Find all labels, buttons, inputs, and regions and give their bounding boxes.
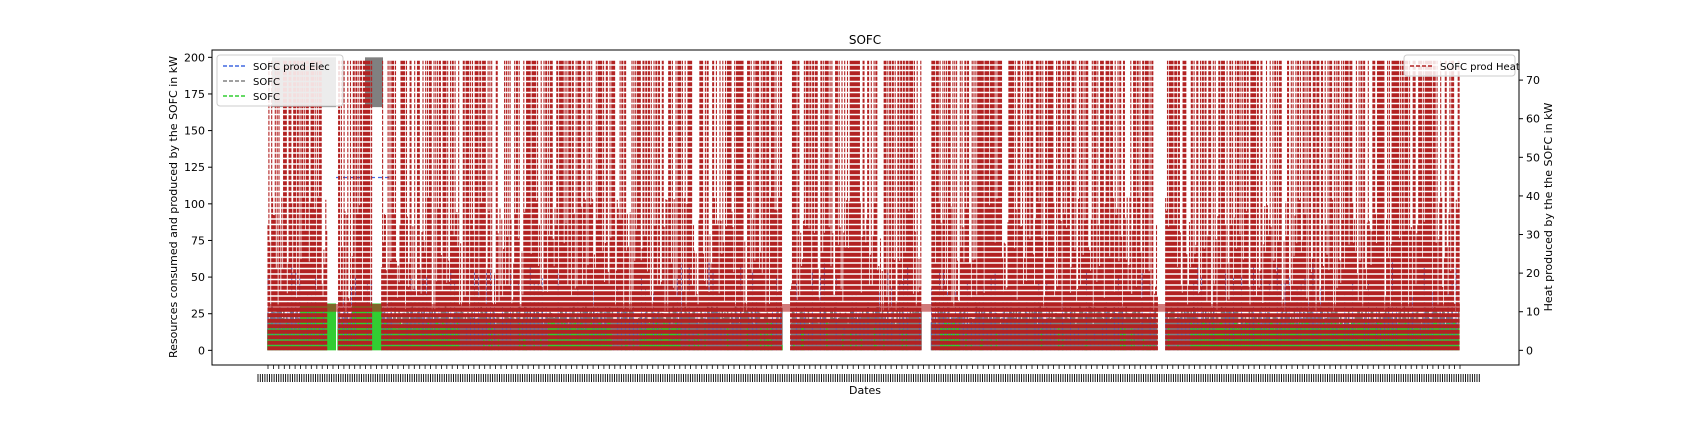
legend-label: SOFC <box>253 77 280 88</box>
series-line-red <box>267 60 1460 351</box>
y2-tick-label: 30 <box>1526 229 1540 242</box>
legend-label: SOFC <box>253 92 280 103</box>
y2-tick-label: 70 <box>1526 74 1540 87</box>
y-tick-label: 125 <box>184 161 205 174</box>
y-tick-label: 0 <box>198 344 205 357</box>
y2-axis-label: Heat produced by the the SOFC in kW <box>1542 102 1555 311</box>
y-axis-label: Resources consumed and produced by the S… <box>167 56 180 358</box>
y2-tick-label: 50 <box>1526 151 1540 164</box>
legend-right-box <box>1403 54 1516 77</box>
y-tick-label: 150 <box>184 125 205 138</box>
x-tick-labels-overlap <box>257 374 1480 382</box>
plot-frame <box>211 49 1520 366</box>
legend-label: SOFC prod Heat <box>1440 62 1520 73</box>
y-tick-label: 25 <box>191 308 205 321</box>
x-tick-marks <box>267 365 1461 369</box>
legend-right: SOFC prod Heat <box>1403 54 1520 77</box>
y2-tick-label: 40 <box>1526 190 1540 203</box>
y2-tick-label: 60 <box>1526 113 1540 126</box>
y-tick-label: 200 <box>184 51 205 64</box>
series-base-red <box>268 304 1460 312</box>
x-axis-label: Dates <box>849 384 881 397</box>
y-tick-label: 50 <box>191 271 205 284</box>
y2-tick-label: 0 <box>1526 344 1533 357</box>
y-tick-label: 100 <box>184 198 205 211</box>
y-tick-label: 75 <box>191 234 205 247</box>
y2-tick-label: 10 <box>1526 306 1540 319</box>
chart-title: SOFC <box>849 33 881 47</box>
legend-left-box <box>216 54 344 107</box>
y-tick-label: 175 <box>184 88 205 101</box>
legend-left: SOFC prod Elec SOFC SOFC <box>216 54 344 107</box>
legend-label: SOFC prod Elec <box>253 62 330 73</box>
y2-tick-label: 20 <box>1526 267 1540 280</box>
